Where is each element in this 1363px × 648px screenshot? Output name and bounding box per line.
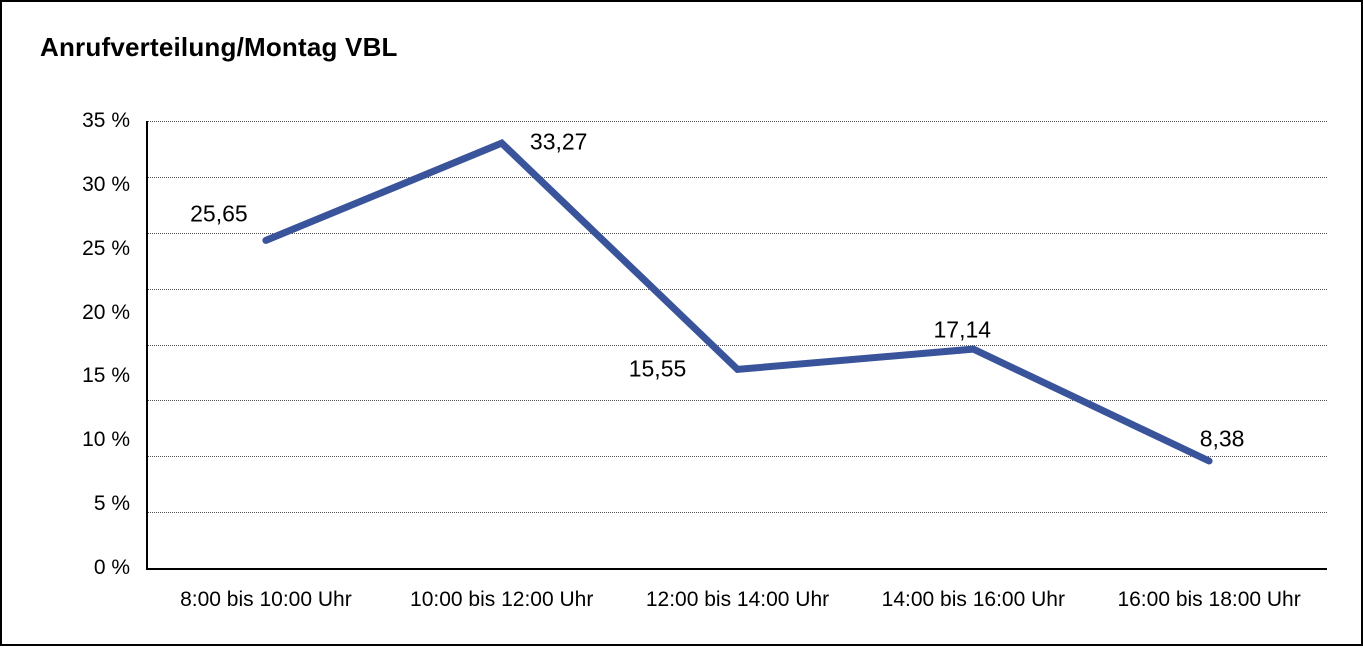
y-tick-label: 10 % [82,428,130,452]
y-tick-label: 35 % [82,109,130,132]
y-tick-label: 20 % [82,300,130,324]
data-point-label: 8,38 [1199,425,1245,452]
x-category-label: 8:00 bis 10:00 Uhr [180,588,352,611]
x-axis-line [146,568,1327,570]
x-category-label: 16:00 bis 18:00 Uhr [1117,588,1301,611]
series-line [262,138,1213,465]
y-tick-label: 15 % [82,364,130,388]
series-layer [262,138,1213,465]
gridline [148,400,1327,402]
y-tick-label: 30 % [82,172,130,196]
gridline [148,344,1327,346]
gridline [148,232,1327,234]
gridline [148,176,1327,178]
y-tick-label: 5 % [93,492,130,516]
gridline [148,456,1327,458]
gridline [148,121,1327,122]
data-point-label: 25,65 [190,200,248,227]
x-category-label: 12:00 bis 14:00 Uhr [645,588,830,611]
y-tick-label: 25 % [82,236,130,260]
gridline [148,288,1327,290]
y-axis-labels: 35 % 30 % 25 % 20 % 15 % 10 % 5 % 0 % [2,2,130,648]
y-tick-label: 0 % [93,556,130,579]
gridline [148,512,1327,514]
data-point-label: 33,27 [529,128,588,155]
x-category-label: 10:00 bis 12:00 Uhr [410,588,594,611]
data-point-label: 15,55 [628,355,687,382]
chart-title: Anrufverteilung/Montag VBL [40,32,398,62]
x-category-label: 14:00 bis 16:00 Uhr [881,588,1065,611]
y-axis-line [146,121,148,568]
x-axis-labels: 8:00 bis 10:00 Uhr 10:00 bis 12:00 Uhr 12:… [148,588,1327,618]
plot-area: 25,65 33,27 15,55 17,14 8,38 [146,121,1327,570]
data-point-label: 17,14 [933,316,992,343]
